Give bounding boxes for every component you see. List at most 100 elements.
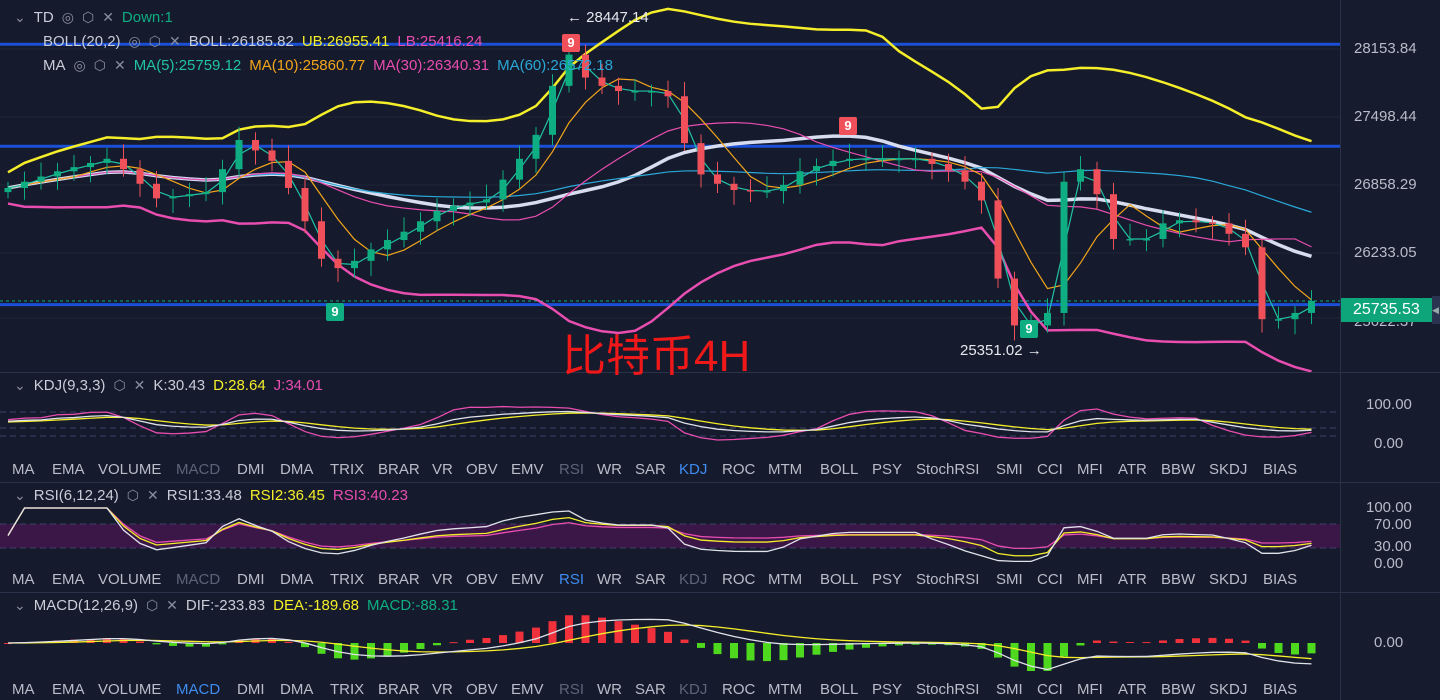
tab-stochrsi[interactable]: StochRSI [916, 461, 980, 478]
close-icon[interactable]: ✕ [147, 487, 159, 503]
tab-macd[interactable]: MACD [176, 571, 221, 588]
tab-vr[interactable]: VR [432, 571, 453, 588]
tab-trix[interactable]: TRIX [330, 681, 365, 698]
tab-boll[interactable]: BOLL [820, 681, 859, 698]
tab-roc[interactable]: ROC [722, 461, 756, 478]
tab-sar[interactable]: SAR [635, 461, 666, 478]
tab-ma[interactable]: MA [12, 461, 35, 478]
tab-atr[interactable]: ATR [1118, 571, 1147, 588]
tab-kdj[interactable]: KDJ [679, 681, 708, 698]
tab-brar[interactable]: BRAR [378, 461, 420, 478]
settings-icon[interactable]: ⬡ [145, 597, 159, 613]
tab-roc[interactable]: ROC [722, 571, 756, 588]
tab-stochrsi[interactable]: StochRSI [916, 571, 980, 588]
tab-mtm[interactable]: MTM [768, 571, 803, 588]
tab-bbw[interactable]: BBW [1161, 571, 1196, 588]
tab-macd[interactable]: MACD [176, 681, 221, 698]
settings-icon[interactable]: ⬡ [148, 33, 161, 49]
chevron-down-icon[interactable]: ⌄ [14, 487, 26, 503]
tab-smi[interactable]: SMI [996, 461, 1023, 478]
chevron-down-icon[interactable]: ⌄ [14, 9, 26, 25]
settings-icon[interactable]: ⬡ [126, 487, 140, 503]
tab-boll[interactable]: BOLL [820, 571, 859, 588]
tab-skdj[interactable]: SKDJ [1209, 681, 1248, 698]
price-axis[interactable] [1340, 0, 1440, 700]
tab-bbw[interactable]: BBW [1161, 681, 1196, 698]
tab-ma[interactable]: MA [12, 681, 35, 698]
tab-dma[interactable]: DMA [280, 461, 314, 478]
tab-smi[interactable]: SMI [996, 681, 1023, 698]
tab-rsi[interactable]: RSI [559, 461, 585, 478]
close-icon[interactable]: ✕ [133, 377, 146, 393]
tab-dmi[interactable]: DMI [237, 681, 265, 698]
tab-kdj[interactable]: KDJ [679, 571, 708, 588]
tab-trix[interactable]: TRIX [330, 461, 365, 478]
settings-icon[interactable]: ⬡ [93, 57, 106, 73]
tab-dma[interactable]: DMA [280, 681, 314, 698]
tab-ma[interactable]: MA [12, 571, 35, 588]
close-icon[interactable]: ✕ [113, 57, 126, 73]
tab-wr[interactable]: WR [597, 461, 622, 478]
eye-icon[interactable]: ◎ [73, 57, 86, 73]
tab-emv[interactable]: EMV [511, 681, 544, 698]
tab-obv[interactable]: OBV [466, 461, 498, 478]
tab-kdj[interactable]: KDJ [679, 461, 708, 478]
tab-mfi[interactable]: MFI [1077, 571, 1103, 588]
tab-macd[interactable]: MACD [176, 461, 221, 478]
tab-cci[interactable]: CCI [1037, 461, 1063, 478]
tab-boll[interactable]: BOLL [820, 461, 859, 478]
tab-mtm[interactable]: MTM [768, 681, 803, 698]
tab-cci[interactable]: CCI [1037, 681, 1063, 698]
tab-emv[interactable]: EMV [511, 461, 544, 478]
tab-mtm[interactable]: MTM [768, 461, 803, 478]
tab-vr[interactable]: VR [432, 681, 453, 698]
tab-obv[interactable]: OBV [466, 681, 498, 698]
tab-psy[interactable]: PSY [872, 461, 903, 478]
tab-bias[interactable]: BIAS [1263, 571, 1298, 588]
tab-ema[interactable]: EMA [52, 571, 85, 588]
tab-bias[interactable]: BIAS [1263, 681, 1298, 698]
tab-bias[interactable]: BIAS [1263, 461, 1298, 478]
tab-trix[interactable]: TRIX [330, 571, 365, 588]
chevron-down-icon[interactable]: ⌄ [14, 377, 26, 393]
tab-emv[interactable]: EMV [511, 571, 544, 588]
tab-brar[interactable]: BRAR [378, 571, 420, 588]
tab-brar[interactable]: BRAR [378, 681, 420, 698]
tab-mfi[interactable]: MFI [1077, 461, 1103, 478]
tab-psy[interactable]: PSY [872, 571, 903, 588]
tab-mfi[interactable]: MFI [1077, 681, 1103, 698]
tab-sar[interactable]: SAR [635, 571, 666, 588]
tab-vr[interactable]: VR [432, 461, 453, 478]
tab-ema[interactable]: EMA [52, 681, 85, 698]
tab-volume[interactable]: VOLUME [98, 461, 162, 478]
chevron-down-icon[interactable]: ⌄ [14, 597, 26, 613]
tab-psy[interactable]: PSY [872, 681, 903, 698]
tab-sar[interactable]: SAR [635, 681, 666, 698]
settings-icon[interactable]: ⬡ [81, 9, 95, 25]
eye-icon[interactable]: ◎ [61, 9, 74, 25]
chart-canvas[interactable] [0, 0, 1340, 700]
tab-rsi[interactable]: RSI [559, 681, 585, 698]
tab-wr[interactable]: WR [597, 681, 622, 698]
tab-dma[interactable]: DMA [280, 571, 314, 588]
close-icon[interactable]: ✕ [169, 33, 181, 49]
tab-wr[interactable]: WR [597, 571, 622, 588]
tab-stochrsi[interactable]: StochRSI [916, 681, 980, 698]
tab-dmi[interactable]: DMI [237, 571, 265, 588]
tab-rsi[interactable]: RSI [559, 571, 585, 588]
settings-icon[interactable]: ⬡ [113, 377, 126, 393]
collapse-arrow-icon[interactable]: ◀ [1432, 296, 1440, 324]
tab-bbw[interactable]: BBW [1161, 461, 1196, 478]
tab-skdj[interactable]: SKDJ [1209, 571, 1248, 588]
tab-dmi[interactable]: DMI [237, 461, 265, 478]
tab-obv[interactable]: OBV [466, 571, 498, 588]
tab-cci[interactable]: CCI [1037, 571, 1063, 588]
close-icon[interactable]: ✕ [102, 9, 114, 25]
tab-skdj[interactable]: SKDJ [1209, 461, 1248, 478]
tab-ema[interactable]: EMA [52, 461, 85, 478]
tab-roc[interactable]: ROC [722, 681, 756, 698]
tab-volume[interactable]: VOLUME [98, 681, 162, 698]
eye-icon[interactable]: ◎ [128, 33, 141, 49]
close-icon[interactable]: ✕ [166, 597, 178, 613]
tab-smi[interactable]: SMI [996, 571, 1023, 588]
